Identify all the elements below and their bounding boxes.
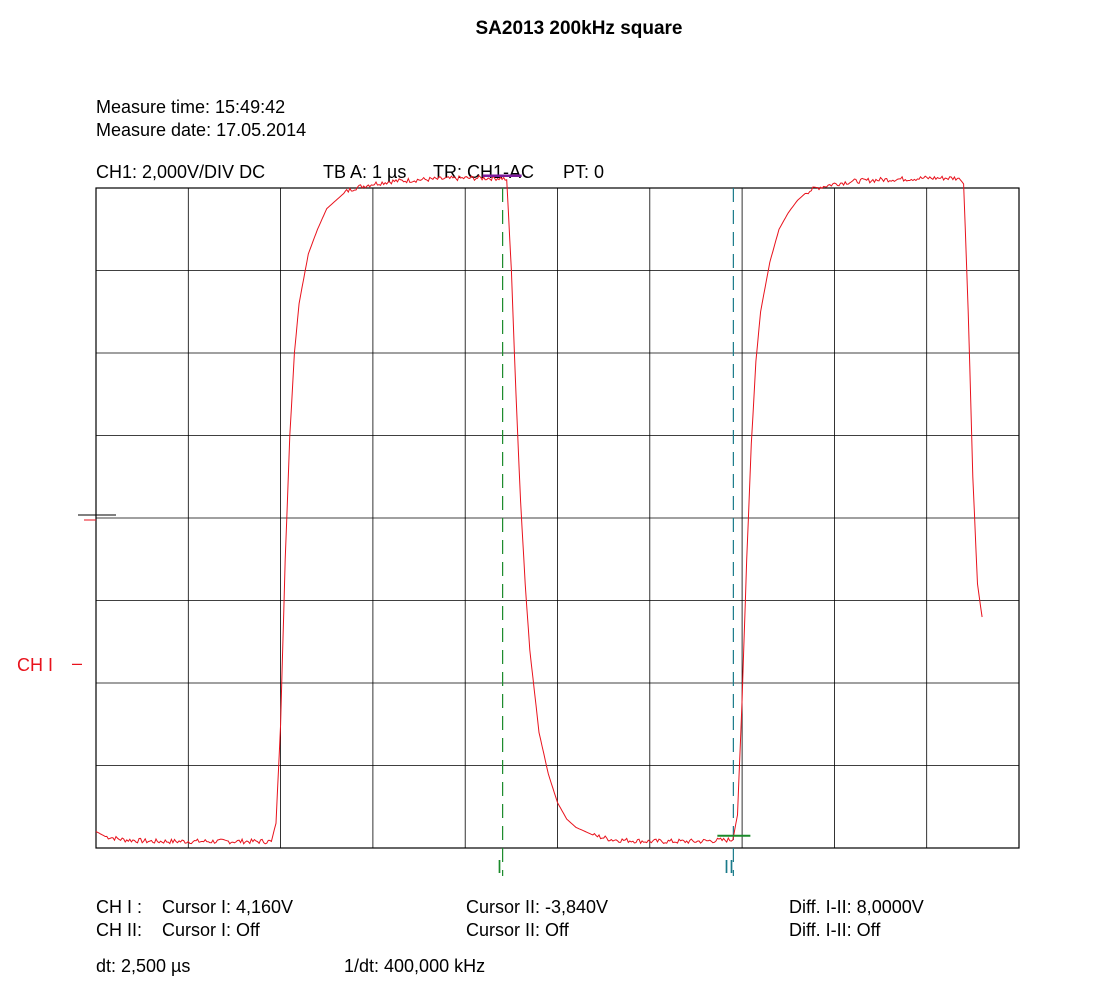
level-markers: [78, 174, 751, 837]
chart-title: SA2013 200kHz square: [475, 18, 683, 39]
ch2-cursor1-readout: Cursor I: Off: [162, 920, 260, 940]
channel-settings: CH1: 2,000V/DIV DC: [96, 162, 266, 182]
dt-readout: dt: 2,500 µs: [96, 956, 191, 976]
cursor2-label: II: [724, 857, 735, 877]
signal-trace: [95, 174, 983, 845]
ch2-cursor2-readout: Cursor II: Off: [466, 920, 569, 940]
ch1-cursor1-readout: Cursor I: 4,160V: [162, 897, 294, 917]
graticule-grid: [95, 187, 1020, 849]
inverse-dt-readout: 1/dt: 400,000 kHz: [344, 956, 486, 976]
ch1-diff-readout: Diff. I-II: 8,0000V: [789, 897, 924, 917]
measure-time: Measure time: 15:49:42: [96, 97, 286, 117]
cursor-lines: [502, 188, 734, 876]
ch1-cursor2-readout: Cursor II: -3,840V: [466, 897, 609, 917]
trace-layer: [95, 174, 983, 845]
pretrigger-settings: PT: 0: [563, 162, 605, 182]
timebase-settings: TB A: 1 µs: [323, 162, 407, 182]
ch2-row-label: CH II:: [96, 920, 143, 940]
channel-level-marker: –: [72, 653, 83, 673]
cursor1-label: I: [497, 857, 503, 877]
measure-date: Measure date: 17.05.2014: [96, 120, 307, 140]
ch1-row-label: CH I :: [96, 897, 143, 917]
channel-label: CH I: [17, 655, 53, 675]
ch2-diff-readout: Diff. I-II: Off: [789, 920, 881, 940]
